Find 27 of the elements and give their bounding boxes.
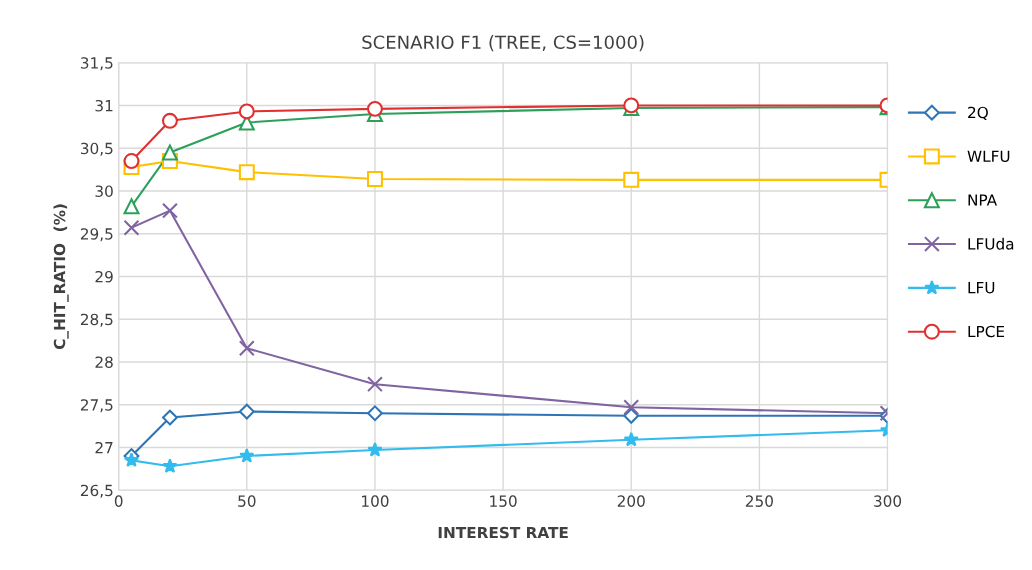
legend-label: LPCE: [968, 325, 1005, 338]
x-axis-title: INTEREST RATE: [438, 526, 568, 539]
x-tick-label: 250: [745, 495, 773, 507]
x-tick-label: 50: [238, 495, 256, 507]
x-tick-label: 0: [114, 495, 123, 507]
legend-label: NPA: [968, 194, 998, 206]
y-tick-label: 27,5: [80, 399, 113, 413]
legend-label: 2Q: [968, 106, 988, 120]
y-tick-label: 28,5: [80, 313, 113, 327]
y-tick-label: 30: [95, 185, 113, 197]
legend-label: LFUda: [968, 237, 1014, 250]
y-tick-label: 29: [95, 270, 113, 283]
x-tick-label: 100: [362, 495, 389, 507]
y-tick-label: 30,5: [80, 142, 113, 156]
chart-title: SCENARIO F1 (TREE, CS=1000): [362, 35, 644, 52]
y-tick-label: 31,5: [80, 57, 113, 71]
x-tick-label: 150: [490, 495, 517, 507]
x-tick-label: 200: [617, 495, 645, 507]
y-tick-label: 27: [95, 441, 113, 454]
y-tick-label: 29,5: [80, 228, 113, 242]
y-axis-title: C_HIT_RATIO (%): [53, 204, 69, 350]
x-tick-label: 300: [874, 495, 902, 507]
y-tick-label: 28: [95, 356, 113, 368]
legend-label: LFU: [968, 282, 995, 294]
y-tick-label: 31: [95, 99, 113, 112]
y-tick-label: 26,5: [80, 484, 113, 498]
legend-label: WLFU: [967, 150, 1010, 163]
